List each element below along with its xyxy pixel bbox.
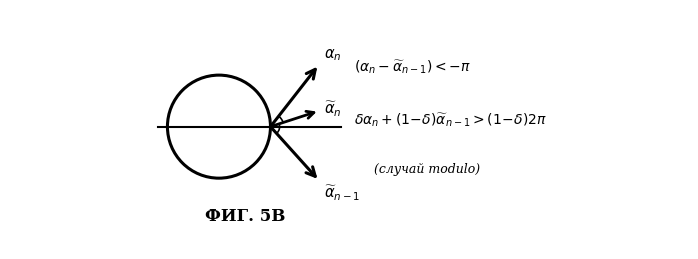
Text: ФИГ. 5В: ФИГ. 5В [205,208,285,225]
Text: $\delta\alpha_n + (1\!-\!\delta)\widetilde{\alpha}_{n-1} > (1\!-\!\delta)2\pi$: $\delta\alpha_n + (1\!-\!\delta)\widetil… [354,111,547,129]
Text: $(\alpha_n - \widetilde{\alpha}_{n-1}) < -\pi$: $(\alpha_n - \widetilde{\alpha}_{n-1}) <… [354,58,470,76]
Text: $\widetilde{\alpha}_n$: $\widetilde{\alpha}_n$ [325,100,342,119]
Text: $\widetilde{\alpha}_{n-1}$: $\widetilde{\alpha}_{n-1}$ [324,184,360,203]
Text: $\alpha_n$: $\alpha_n$ [324,47,341,63]
Text: (случай modulo): (случай modulo) [374,163,480,176]
